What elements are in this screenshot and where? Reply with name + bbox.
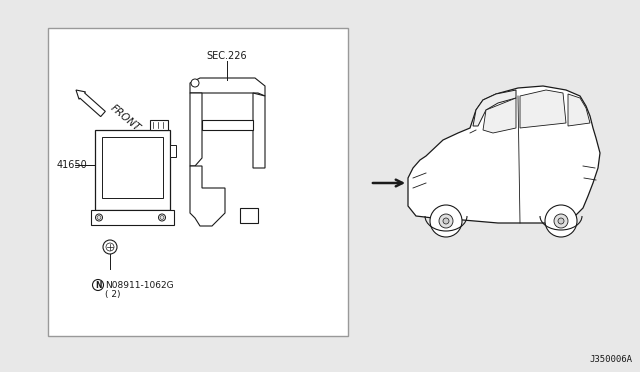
Circle shape	[95, 214, 102, 221]
Polygon shape	[202, 120, 253, 130]
Polygon shape	[483, 98, 516, 133]
Circle shape	[93, 279, 104, 291]
Circle shape	[430, 205, 462, 237]
Circle shape	[97, 215, 101, 219]
Bar	[48, 28, 348, 336]
Bar	[102, 137, 163, 198]
Polygon shape	[190, 78, 265, 96]
Bar	[240, 208, 258, 223]
Text: SEC.226: SEC.226	[207, 51, 247, 61]
Text: N08911-1062G: N08911-1062G	[105, 280, 173, 289]
Circle shape	[191, 79, 199, 87]
Circle shape	[160, 215, 164, 219]
Polygon shape	[190, 166, 225, 226]
Bar	[150, 120, 168, 130]
Circle shape	[439, 214, 453, 228]
Polygon shape	[568, 94, 590, 126]
Circle shape	[103, 240, 117, 254]
Circle shape	[106, 243, 114, 251]
Bar	[95, 130, 170, 210]
Polygon shape	[473, 90, 516, 126]
Polygon shape	[76, 90, 106, 116]
Circle shape	[443, 218, 449, 224]
Text: N: N	[95, 280, 101, 289]
Text: 41650: 41650	[57, 160, 88, 170]
Circle shape	[159, 214, 166, 221]
Text: ( 2): ( 2)	[105, 291, 120, 299]
Circle shape	[558, 218, 564, 224]
Polygon shape	[190, 93, 202, 166]
Circle shape	[554, 214, 568, 228]
Text: J350006A: J350006A	[589, 355, 632, 364]
Polygon shape	[520, 90, 566, 128]
Polygon shape	[408, 86, 600, 223]
Polygon shape	[253, 93, 265, 168]
Text: FRONT: FRONT	[108, 103, 141, 133]
Bar	[170, 145, 176, 157]
Circle shape	[545, 205, 577, 237]
Bar	[91, 210, 174, 225]
